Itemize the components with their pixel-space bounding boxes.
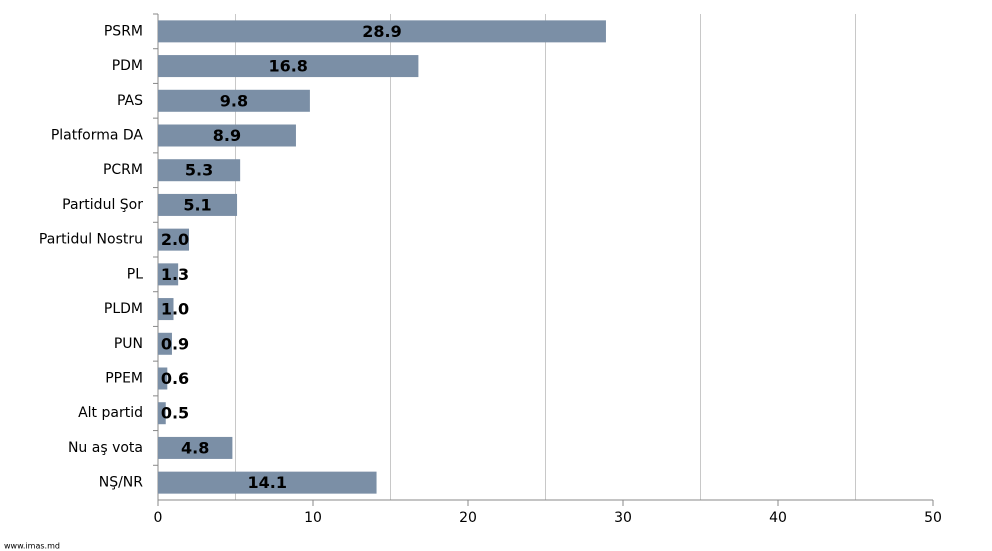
value-label: 8.9 [213, 126, 241, 145]
value-label: 14.1 [248, 473, 287, 492]
bar [158, 89, 310, 112]
x-tick-label: 30 [614, 510, 632, 526]
bar [158, 228, 189, 251]
bar [158, 367, 168, 390]
bar [158, 124, 296, 147]
y-tick-label: Alt partid [78, 405, 143, 421]
x-tick-label: 40 [769, 510, 787, 526]
y-tick-label: PSRM [104, 23, 143, 39]
value-label: 5.3 [185, 161, 213, 180]
y-tick-label: PAS [117, 93, 143, 109]
y-tick-label: PLDM [104, 301, 143, 317]
bar [158, 159, 241, 182]
value-label: 5.1 [183, 195, 211, 214]
value-label: 4.8 [181, 438, 209, 457]
value-label: 16.8 [268, 57, 307, 76]
y-tick-label: Platforma DA [51, 128, 144, 144]
y-tick-label: Nu aş vota [68, 440, 143, 456]
value-label: 0.5 [161, 404, 189, 423]
bar [158, 471, 377, 494]
value-label: 0.9 [161, 334, 189, 353]
source: www.imas.md [4, 542, 60, 551]
y-tick-label: PDM [112, 58, 143, 74]
x-tick-label: 50 [924, 510, 942, 526]
y-tick-label: Partidul Şor [62, 197, 143, 213]
bar [158, 298, 174, 321]
bar [158, 193, 238, 216]
value-label: 0.6 [161, 369, 189, 388]
x-tick-label: 20 [459, 510, 477, 526]
bar [158, 402, 166, 425]
bar [158, 55, 419, 78]
y-tick-label: Partidul Nostru [39, 232, 143, 248]
y-tick-label: NŞ/NR [99, 475, 144, 491]
bar [158, 436, 233, 459]
bar [158, 20, 606, 43]
value-label: 1.3 [161, 265, 189, 284]
x-tick-label: 0 [154, 510, 163, 526]
y-tick-label: PL [127, 266, 143, 282]
y-tick-label: PPEM [105, 371, 143, 387]
value-label: 1.0 [161, 300, 189, 319]
bar [158, 263, 179, 286]
value-label: 28.9 [362, 22, 401, 41]
bar [158, 332, 172, 355]
value-label: 9.8 [220, 91, 248, 110]
y-tick-label: PUN [114, 336, 143, 352]
y-tick-label: PCRM [103, 162, 143, 178]
x-tick-label: 10 [304, 510, 322, 526]
value-label: 2.0 [161, 230, 189, 249]
